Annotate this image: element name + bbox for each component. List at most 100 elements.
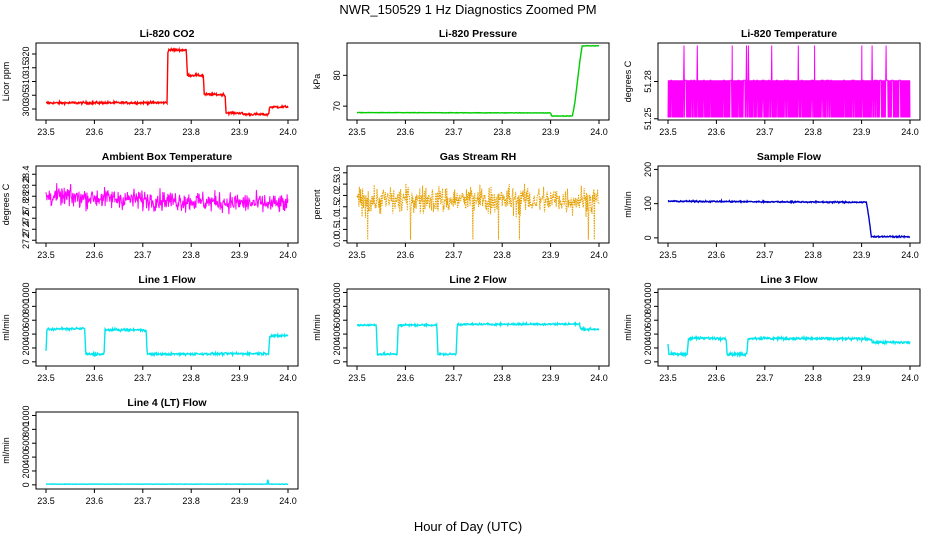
series-line bbox=[667, 45, 911, 118]
y-tick-label: 28 bbox=[21, 191, 31, 201]
x-tick-label: 23.6 bbox=[397, 127, 415, 137]
y-tick-label: 320 bbox=[21, 46, 31, 61]
y-tick-label: 200 bbox=[643, 162, 653, 177]
x-tick-label: 23.5 bbox=[659, 250, 677, 260]
x-tick-label: 24.0 bbox=[590, 250, 608, 260]
y-tick-label: 27.6 bbox=[21, 209, 31, 227]
x-tick-label: 23.9 bbox=[853, 127, 871, 137]
panel-title: Sample Flow bbox=[757, 151, 822, 163]
y-axis-label: percent bbox=[312, 189, 322, 220]
figure-title: NWR_150529 1 Hz Diagnostics Zoomed PM bbox=[339, 2, 596, 17]
y-tick-label: 0 bbox=[332, 359, 342, 364]
y-tick-label: 28.4 bbox=[21, 165, 31, 183]
y-tick-label: 800 bbox=[21, 422, 31, 437]
y-tick-label: 800 bbox=[332, 299, 342, 314]
x-tick-label: 24.0 bbox=[901, 127, 919, 137]
x-tick-label: 23.7 bbox=[756, 127, 774, 137]
x-tick-label: 23.5 bbox=[37, 373, 55, 383]
y-axis-label: Licor ppm bbox=[1, 62, 11, 102]
y-tick-label: 28.2 bbox=[21, 176, 31, 194]
x-tick-label: 23.7 bbox=[445, 373, 463, 383]
y-tick-label: 200 bbox=[643, 340, 653, 355]
panel-line3: Line 3 Flow 23.5 23.6 23.7 23.8 23.9 24.0 0 2004… bbox=[623, 274, 921, 383]
y-axis-label: ml/min bbox=[623, 191, 633, 218]
series-line bbox=[356, 44, 599, 118]
x-tick-label: 23.9 bbox=[853, 250, 871, 260]
series-line bbox=[45, 325, 289, 358]
y-tick-label: 27.4 bbox=[21, 220, 31, 238]
x-tick-label: 23.6 bbox=[708, 373, 726, 383]
series-line bbox=[356, 320, 600, 357]
x-tick-label: 23.6 bbox=[397, 373, 415, 383]
x-tick-label: 23.6 bbox=[708, 250, 726, 260]
y-tick-label: 200 bbox=[21, 340, 31, 355]
y-tick-label: 2.0 bbox=[332, 189, 342, 202]
plot-frame bbox=[346, 165, 610, 244]
y-tick-label: 100 bbox=[643, 196, 653, 211]
x-tick-label: 24.0 bbox=[590, 373, 608, 383]
y-axis-label: degrees C bbox=[1, 183, 11, 225]
x-tick-label: 24.0 bbox=[901, 250, 919, 260]
y-tick-label: 1000 bbox=[21, 405, 31, 425]
x-tick-label: 23.5 bbox=[348, 250, 366, 260]
x-tick-label: 23.5 bbox=[37, 250, 55, 260]
plot-frame bbox=[35, 411, 299, 490]
panel-co2: Li-820 CO2 23.5 23.6 23.7 23.8 23.9 24.0 300305… bbox=[1, 28, 299, 137]
x-tick-label: 23.6 bbox=[86, 373, 104, 383]
x-tick-label: 23.9 bbox=[231, 250, 249, 260]
y-tick-label: 305 bbox=[21, 88, 31, 103]
plot-frame bbox=[346, 288, 610, 367]
y-tick-label: 51.25 bbox=[643, 107, 653, 130]
y-tick-label: 0 bbox=[643, 359, 653, 364]
x-tick-label: 23.8 bbox=[182, 496, 200, 506]
x-tick-label: 23.8 bbox=[182, 127, 200, 137]
x-tick-label: 23.7 bbox=[134, 373, 152, 383]
x-tick-label: 24.0 bbox=[279, 373, 297, 383]
x-tick-label: 23.7 bbox=[445, 250, 463, 260]
x-tick-label: 23.6 bbox=[708, 127, 726, 137]
y-tick-label: 1000 bbox=[332, 282, 342, 302]
x-tick-label: 23.7 bbox=[134, 496, 152, 506]
plot-frame bbox=[346, 42, 610, 121]
y-tick-label: 800 bbox=[643, 299, 653, 314]
panel-pressure: Li-820 Pressure 23.5 23.6 23.7 23.8 23.9 24.0 7… bbox=[312, 28, 610, 137]
x-tick-label: 23.5 bbox=[659, 373, 677, 383]
series-line bbox=[45, 183, 289, 215]
y-tick-label: 51.28 bbox=[643, 70, 653, 93]
panel-title: Li-820 Temperature bbox=[741, 28, 837, 40]
x-tick-label: 23.6 bbox=[86, 250, 104, 260]
panel-line1: Line 1 Flow 23.5 23.6 23.7 23.8 23.9 24.0 0 2004… bbox=[1, 274, 299, 383]
x-tick-label: 24.0 bbox=[279, 496, 297, 506]
y-axis-label: ml/min bbox=[312, 314, 322, 341]
series-line bbox=[356, 183, 600, 240]
x-tick-label: 24.0 bbox=[590, 127, 608, 137]
x-tick-label: 24.0 bbox=[279, 127, 297, 137]
panel-line4: Line 4 (LT) Flow 23.5 23.6 23.7 23.8 23.9 24.0… bbox=[1, 397, 299, 506]
x-tick-label: 23.8 bbox=[493, 127, 511, 137]
panel-line2: Line 2 Flow 23.5 23.6 23.7 23.8 23.9 24.0 0 2004… bbox=[312, 274, 610, 383]
x-tick-label: 23.9 bbox=[542, 373, 560, 383]
y-tick-label: 0 bbox=[21, 359, 31, 364]
x-tick-label: 23.7 bbox=[756, 373, 774, 383]
y-tick-label: 27.2 bbox=[21, 231, 31, 249]
x-tick-label: 23.8 bbox=[493, 373, 511, 383]
y-tick-label: 0 bbox=[21, 482, 31, 487]
series-line bbox=[667, 334, 911, 359]
y-tick-label: 600 bbox=[21, 313, 31, 328]
x-tick-label: 23.6 bbox=[86, 496, 104, 506]
chart-panels: Li-820 CO2 23.5 23.6 23.7 23.8 23.9 24.0 300305… bbox=[1, 28, 921, 506]
x-tick-label: 23.6 bbox=[397, 250, 415, 260]
y-tick-label: 400 bbox=[21, 327, 31, 342]
panel-title: Line 1 Flow bbox=[138, 274, 196, 286]
panel-title: Line 3 Flow bbox=[760, 274, 818, 286]
y-axis-label: ml/min bbox=[1, 437, 11, 464]
y-tick-label: 1.5 bbox=[332, 201, 342, 214]
y-axis-label: ml/min bbox=[623, 314, 633, 341]
x-tick-label: 23.9 bbox=[542, 127, 560, 137]
y-tick-label: 600 bbox=[21, 436, 31, 451]
x-tick-label: 23.8 bbox=[804, 127, 822, 137]
x-tick-label: 23.8 bbox=[804, 373, 822, 383]
y-tick-label: 2.5 bbox=[332, 178, 342, 191]
x-tick-label: 23.7 bbox=[756, 250, 774, 260]
x-tick-label: 23.9 bbox=[542, 250, 560, 260]
